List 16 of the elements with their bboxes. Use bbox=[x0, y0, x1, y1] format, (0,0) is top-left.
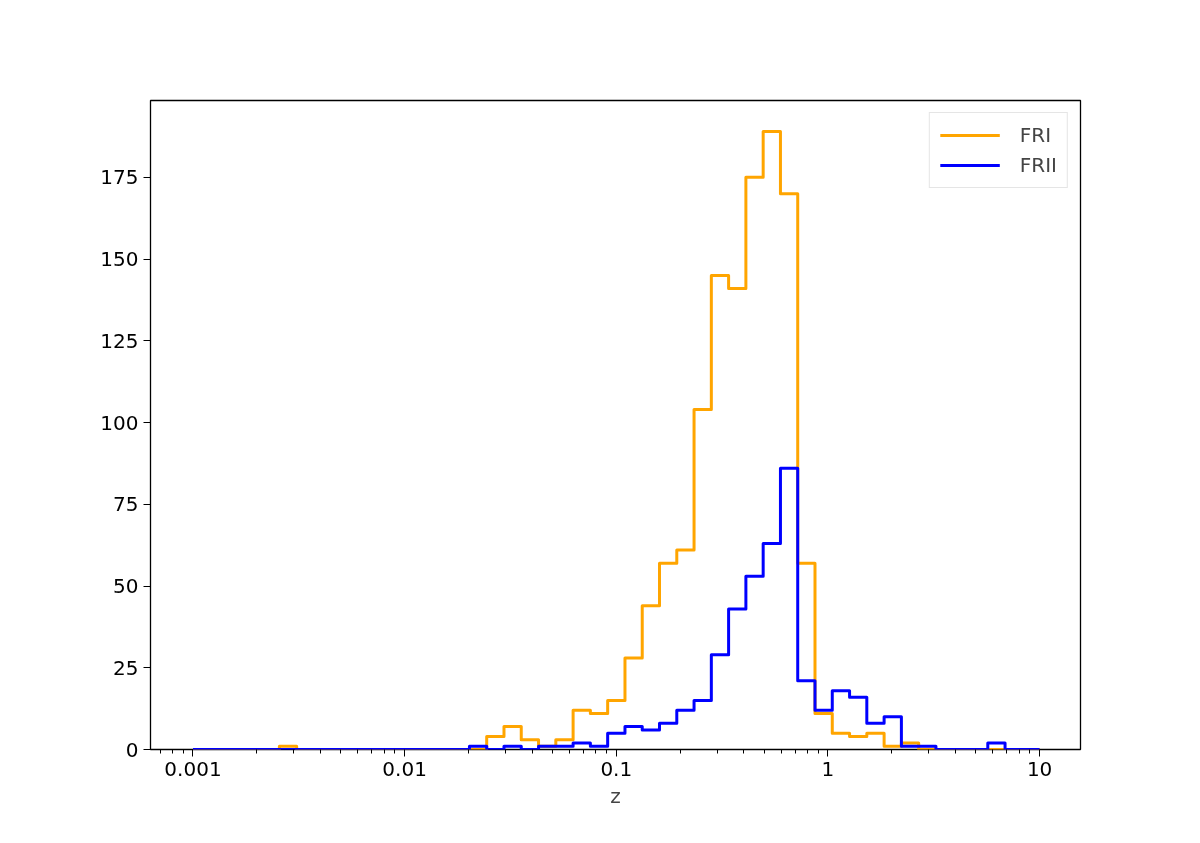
x-axis-title: z bbox=[610, 783, 621, 808]
y-tick-label: 125 bbox=[100, 328, 139, 353]
y-tick-label: 150 bbox=[100, 247, 139, 272]
y-tick-label: 175 bbox=[100, 165, 139, 190]
x-tick-label: 0.1 bbox=[600, 756, 633, 781]
legend-label: FRII bbox=[1019, 153, 1057, 177]
x-tick-label: 10 bbox=[1026, 756, 1053, 781]
x-tick-label: 0.01 bbox=[382, 756, 427, 781]
y-tick-label: 0 bbox=[125, 737, 139, 762]
y-tick-label: 100 bbox=[100, 410, 139, 435]
x-tick-label: 1 bbox=[821, 756, 835, 781]
y-tick-label: 75 bbox=[113, 492, 139, 517]
y-tick-label: 25 bbox=[113, 655, 139, 680]
y-tick-label: 50 bbox=[113, 574, 139, 599]
x-tick-label: 0.001 bbox=[164, 756, 222, 781]
legend-label: FRI bbox=[1019, 123, 1052, 147]
